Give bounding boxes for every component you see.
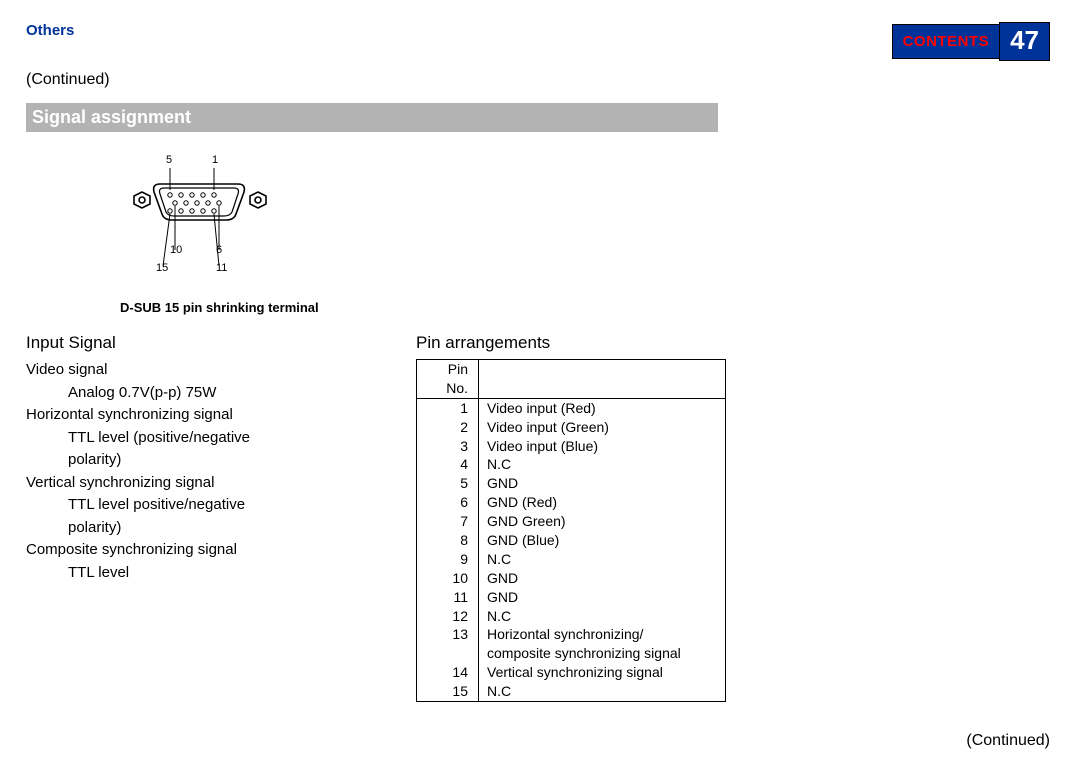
sig-video-detail: Analog 0.7V(p-p) 75W bbox=[68, 382, 356, 405]
pin-no-cell: 10 bbox=[417, 569, 479, 588]
pin-no-cell: 9 bbox=[417, 550, 479, 569]
pin-table-header: Pin No. bbox=[417, 360, 726, 399]
page-header: Others CONTENTS 47 bbox=[26, 22, 1050, 61]
pin-desc-cell: composite synchronizing signal bbox=[479, 644, 726, 663]
pin-desc-cell: Video input (Green) bbox=[479, 418, 726, 437]
two-columns: Input Signal Video signal Analog 0.7V(p-… bbox=[26, 333, 1050, 702]
pin-no-cell: 7 bbox=[417, 512, 479, 531]
pin-no-cell: 11 bbox=[417, 588, 479, 607]
sig-video: Video signal bbox=[26, 359, 356, 382]
pin-no-cell: 4 bbox=[417, 455, 479, 474]
sig-hsync-detail1: TTL level (positive/negative bbox=[68, 427, 356, 450]
sig-hsync: Horizontal synchronizing signal bbox=[26, 404, 356, 427]
table-row: composite synchronizing signal bbox=[417, 644, 726, 663]
table-row: 2Video input (Green) bbox=[417, 418, 726, 437]
pin-desc-cell: Horizontal synchronizing/ bbox=[479, 625, 726, 644]
table-row: 14Vertical synchronizing signal bbox=[417, 663, 726, 682]
sig-comp-detail: TTL level bbox=[68, 562, 356, 585]
pin-table: Pin No. 1Video input (Red)2Video input (… bbox=[416, 359, 726, 702]
pin-desc-cell: Vertical synchronizing signal bbox=[479, 663, 726, 682]
pin-no-cell bbox=[417, 644, 479, 663]
pin-no-cell: 5 bbox=[417, 474, 479, 493]
pin-no-cell: 15 bbox=[417, 682, 479, 701]
pin-desc-cell: N.C bbox=[479, 550, 726, 569]
pin-desc-cell: N.C bbox=[479, 607, 726, 626]
dsub-caption: D-SUB 15 pin shrinking terminal bbox=[120, 300, 1050, 315]
continued-bottom: (Continued) bbox=[966, 732, 1050, 750]
pin-desc-cell: N.C bbox=[479, 455, 726, 474]
table-row: 3Video input (Blue) bbox=[417, 437, 726, 456]
sig-vsync: Vertical synchronizing signal bbox=[26, 472, 356, 495]
sig-vsync-detail2: polarity) bbox=[68, 517, 356, 540]
pin-desc-cell: GND bbox=[479, 474, 726, 493]
pin-desc-cell: GND bbox=[479, 569, 726, 588]
pin-desc-cell: Video input (Blue) bbox=[479, 437, 726, 456]
table-row: 6GND (Red) bbox=[417, 493, 726, 512]
table-row: 5GND bbox=[417, 474, 726, 493]
table-row: 12N.C bbox=[417, 607, 726, 626]
pin-no-cell: 14 bbox=[417, 663, 479, 682]
input-signal-title: Input Signal bbox=[26, 333, 356, 353]
table-row: 1Video input (Red) bbox=[417, 398, 726, 417]
pin-no-cell: 13 bbox=[417, 625, 479, 644]
section-label: Others bbox=[26, 22, 74, 39]
pin-no-cell: 8 bbox=[417, 531, 479, 550]
pin-header-empty bbox=[479, 360, 726, 399]
pin-arrangements-column: Pin arrangements Pin No. 1Video input (R… bbox=[416, 333, 746, 702]
table-row: 11GND bbox=[417, 588, 726, 607]
table-row: 13Horizontal synchronizing/ bbox=[417, 625, 726, 644]
dsub-connector-icon bbox=[120, 154, 280, 274]
pin-desc-cell: N.C bbox=[479, 682, 726, 701]
pin-header-label: Pin No. bbox=[417, 360, 479, 399]
sig-hsync-detail2: polarity) bbox=[68, 449, 356, 472]
pin-desc-cell: GND (Red) bbox=[479, 493, 726, 512]
pin-no-cell: 3 bbox=[417, 437, 479, 456]
pin-no-cell: 1 bbox=[417, 398, 479, 417]
document-page: Others CONTENTS 47 (Continued) Signal as… bbox=[0, 0, 1080, 724]
input-signal-column: Input Signal Video signal Analog 0.7V(p-… bbox=[26, 333, 356, 702]
table-row: 9N.C bbox=[417, 550, 726, 569]
pin-desc-cell: GND Green) bbox=[479, 512, 726, 531]
page-number: 47 bbox=[999, 22, 1050, 61]
pin-no-cell: 2 bbox=[417, 418, 479, 437]
header-right: CONTENTS 47 bbox=[892, 22, 1050, 61]
pin-desc-cell: Video input (Red) bbox=[479, 398, 726, 417]
contents-link[interactable]: CONTENTS bbox=[892, 24, 1000, 59]
sig-vsync-detail1: TTL level positive/negative bbox=[68, 494, 356, 517]
table-row: 8GND (Blue) bbox=[417, 531, 726, 550]
pin-desc-cell: GND bbox=[479, 588, 726, 607]
pin-no-cell: 12 bbox=[417, 607, 479, 626]
table-row: 7GND Green) bbox=[417, 512, 726, 531]
pin-arrangements-title: Pin arrangements bbox=[416, 333, 746, 353]
heading-bar: Signal assignment bbox=[26, 103, 718, 132]
continued-top: (Continued) bbox=[26, 71, 1050, 89]
table-row: 4N.C bbox=[417, 455, 726, 474]
table-row: 10GND bbox=[417, 569, 726, 588]
sig-comp: Composite synchronizing signal bbox=[26, 539, 356, 562]
table-row: 15N.C bbox=[417, 682, 726, 701]
pin-no-cell: 6 bbox=[417, 493, 479, 512]
dsub-diagram: 5 1 10 6 15 11 bbox=[120, 154, 380, 294]
pin-desc-cell: GND (Blue) bbox=[479, 531, 726, 550]
